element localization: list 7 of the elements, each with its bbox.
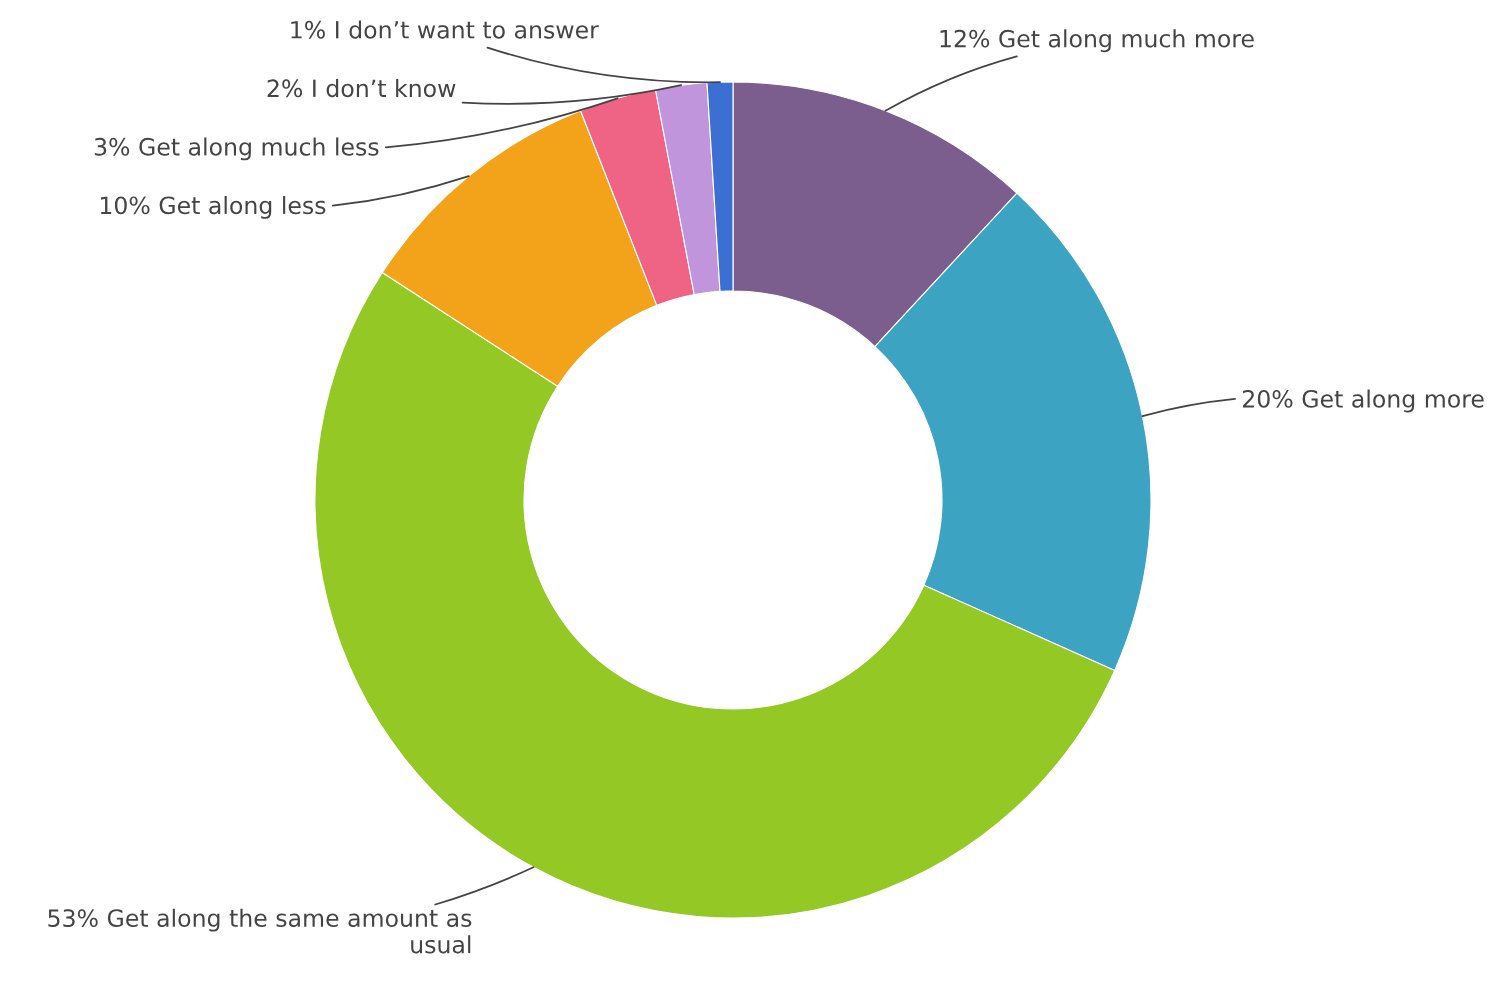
slice-label: 20% Get along more xyxy=(1243,389,1484,413)
slice-label: 3% Get along much less xyxy=(94,137,379,161)
slice-label: 53% Get along the same amount as usual xyxy=(48,908,472,954)
slice-label: 10% Get along less xyxy=(100,195,326,219)
slice-label: 1% I don’t want to answer xyxy=(291,20,599,39)
slice-label: 2% I don’t know xyxy=(267,78,456,98)
slice-label: 12% Get along much more xyxy=(940,29,1254,53)
